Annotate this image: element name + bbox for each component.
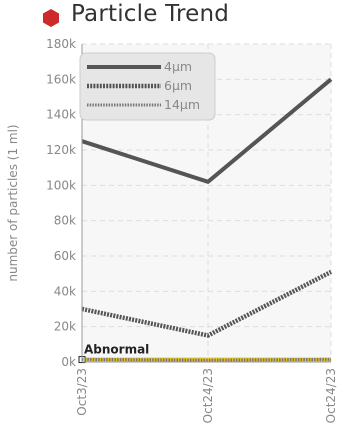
x-tick-label: Oct24/23	[201, 368, 215, 423]
legend-entry: 4μm	[164, 59, 192, 74]
series-lines	[81, 77, 333, 362]
y-tick-label: 100k	[46, 178, 76, 192]
y-axis-label: number of particles (1 ml)	[6, 124, 20, 281]
legend-box	[79, 52, 216, 121]
chart-header: Particle Trend	[0, 0, 347, 34]
y-tick-label: 80k	[54, 214, 76, 228]
x-tick-label: Oct3/23	[75, 368, 89, 416]
series-line-6μm	[81, 269, 333, 338]
y-tick-label: 120k	[46, 143, 76, 157]
legend-entry: 14μm	[164, 97, 200, 112]
series-line-4μm	[81, 77, 333, 184]
y-tick-label: 60k	[54, 249, 76, 263]
x-tick-label: Oct24/23	[324, 368, 338, 423]
abnormal-label: Abnormal	[84, 343, 149, 357]
chart-title: Particle Trend	[71, 1, 230, 27]
y-tick-label: 40k	[54, 284, 76, 298]
axes: 0k 20k 40k 60k 80k 100k 120k 140k 160k 180k Oct3/2…	[6, 37, 338, 423]
y-tick-label: 180k	[46, 37, 76, 51]
red-hexagon-icon	[43, 9, 59, 27]
y-tick-label: 140k	[46, 108, 76, 122]
y-tick-label: 160k	[46, 72, 76, 86]
legend-entry: 6μm	[164, 78, 192, 93]
legend: 4μm 6μm 14μm	[79, 52, 216, 121]
series-line-14μm	[81, 357, 332, 362]
y-tick-label: 20k	[54, 320, 76, 334]
y-tick-label: 0k	[61, 355, 76, 369]
